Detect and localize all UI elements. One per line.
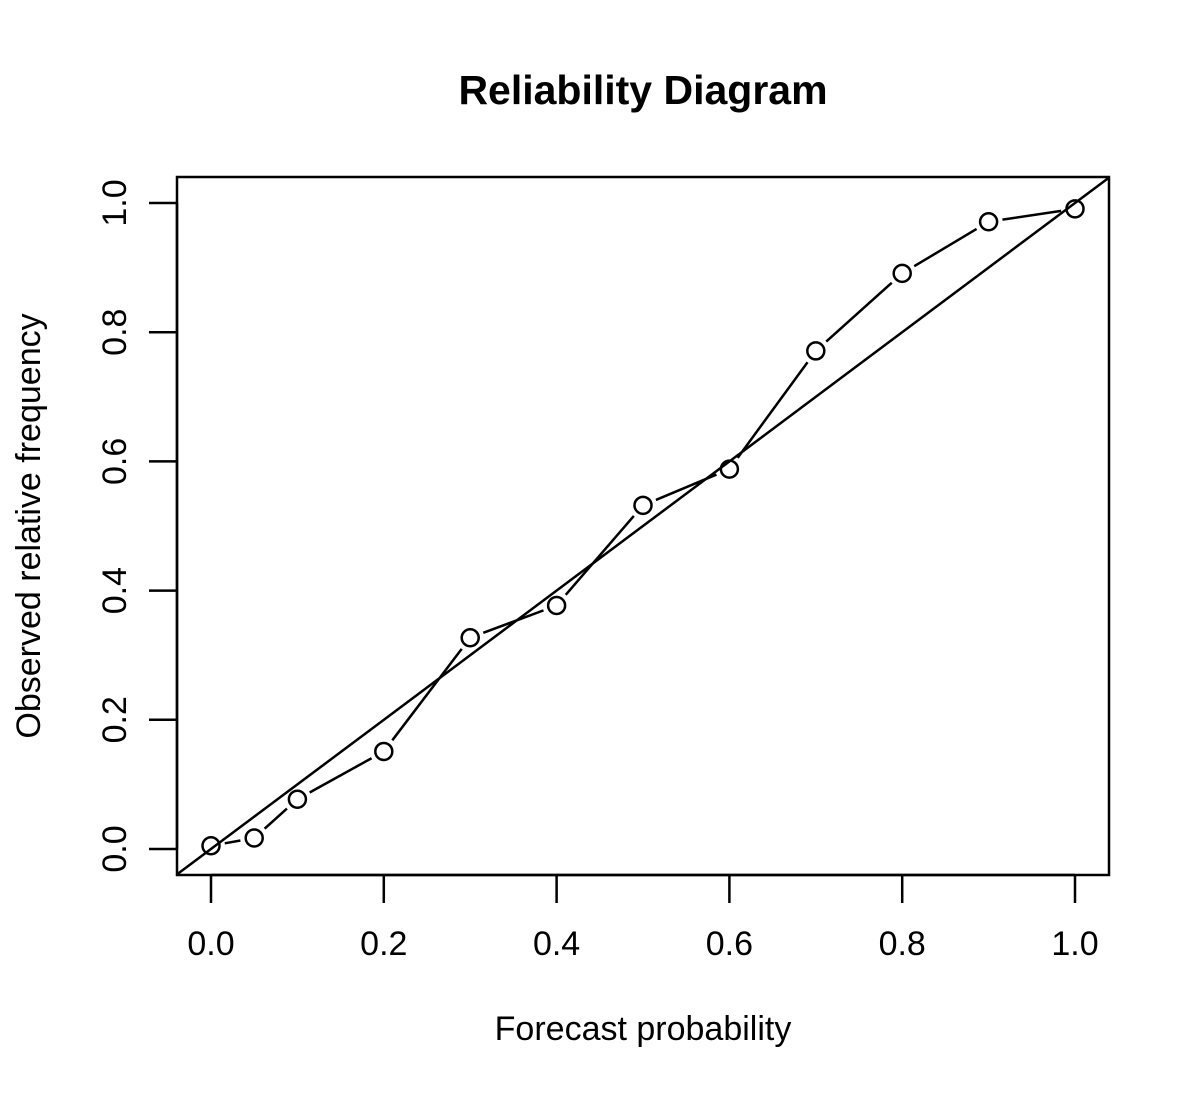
data-point — [460, 628, 480, 648]
data-point — [374, 741, 394, 762]
series-segment — [825, 281, 893, 343]
data-point — [1065, 199, 1085, 219]
y-tick-label: 0.8 — [96, 309, 134, 356]
x-axis-label: Forecast probability — [495, 1010, 792, 1048]
data-point — [244, 828, 264, 848]
series-segment — [391, 648, 463, 742]
data-point — [201, 836, 221, 856]
y-tick-label: 0.0 — [96, 825, 134, 872]
data-point — [633, 495, 653, 516]
series-segment — [1002, 209, 1062, 221]
data-point — [892, 263, 912, 284]
series-segment — [655, 473, 717, 502]
data-point — [287, 789, 308, 810]
y-tick-label: 1.0 — [96, 179, 134, 226]
x-tick-label: 0.8 — [879, 925, 926, 963]
series-segment — [482, 609, 544, 635]
series-segment — [309, 757, 373, 794]
reference-diagonal-line — [176, 176, 1110, 876]
x-tick-label: 0.2 — [360, 925, 407, 963]
series-segment — [263, 807, 288, 830]
x-tick-label: 0.0 — [187, 925, 234, 963]
series-segment — [736, 361, 809, 459]
x-axis: 0.0 0.2 0.4 0.6 0.8 1.0 — [187, 873, 1099, 963]
x-tick-label: 0.4 — [533, 925, 580, 963]
data-point — [978, 211, 999, 232]
y-tick-label: 0.6 — [96, 438, 134, 485]
series-segment — [564, 515, 635, 596]
data-point — [719, 459, 740, 479]
y-tick-label: 0.4 — [96, 567, 134, 614]
chart-title: Reliability Diagram — [458, 67, 827, 113]
series-segment — [224, 839, 241, 845]
x-tick-label: 0.6 — [706, 925, 753, 963]
data-point — [546, 595, 567, 616]
y-axis: 0.0 0.2 0.4 0.6 0.8 1.0 — [96, 179, 179, 873]
data-point — [806, 341, 826, 361]
y-tick-label: 0.2 — [96, 696, 134, 743]
x-tick-label: 1.0 — [1051, 925, 1098, 963]
series-segment — [913, 227, 978, 268]
y-axis-label: Observed relative frequency — [10, 313, 48, 738]
plot-area — [176, 176, 1110, 876]
